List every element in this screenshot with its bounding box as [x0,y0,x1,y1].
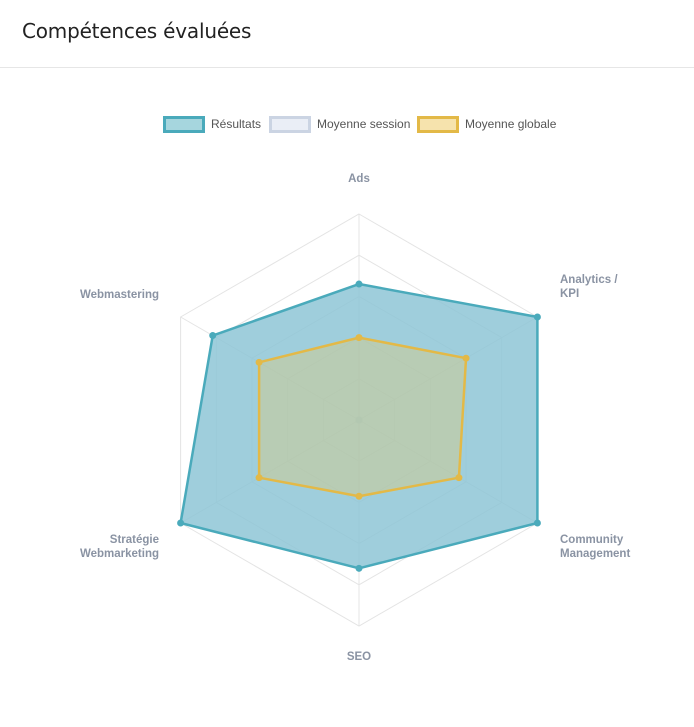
legend-label-results: Résultats [211,117,262,131]
legend-label-global-average: Moyenne globale [465,117,557,131]
axis-label-1-line-1: KPI [560,288,579,300]
series-0-point-3 [355,564,363,572]
axis-label-5-line-0: Webmastering [80,289,159,301]
series-0-point-0 [355,280,363,288]
legend-item-results[interactable]: Résultats [163,115,261,133]
axis-label-2-line-1: Management [560,548,630,560]
axis-label-2: Community Management [560,534,630,560]
chart-legend: Résultats Moyenne session Moyenne global… [0,115,694,135]
legend-label-session-average: Moyenne session [317,117,411,131]
series-0-point-4 [177,519,185,527]
axis-label-3: SEO [347,651,371,663]
series-2-point-1 [462,354,470,362]
series-2-point-4 [255,474,263,482]
series-0-point-1 [533,313,541,321]
card-title: Compétences évaluées [22,19,252,43]
axis-label-5: Webmastering [80,289,159,301]
axis-label-4-line-0: Stratégie [110,534,159,546]
legend-swatch-session-average [269,115,311,133]
series-2-point-2 [455,474,463,482]
series-2-point-0 [355,334,363,342]
axis-label-0: Ads [348,173,370,185]
card-header: Compétences évaluées [0,0,694,68]
series-2-point-5 [255,358,263,366]
axis-label-1-line-0: Analytics / [560,274,618,286]
legend-swatch-global-average [417,115,459,133]
axis-label-4: Stratégie Webmarketing [80,534,159,560]
axis-label-2-line-0: Community [560,534,624,546]
legend-item-global-average[interactable]: Moyenne globale [417,115,556,133]
series-0-point-2 [533,519,541,527]
legend-swatch-results [163,115,205,133]
legend-item-session-average[interactable]: Moyenne session [269,115,410,133]
series-2-point-3 [355,492,363,500]
axis-label-3-line-0: SEO [347,651,371,663]
axis-label-0-line-0: Ads [348,173,370,185]
series-area-2 [257,336,468,498]
axis-label-4-line-1: Webmarketing [80,548,159,560]
axis-label-1: Analytics / KPI [560,274,618,300]
series-0-point-5 [209,332,217,340]
